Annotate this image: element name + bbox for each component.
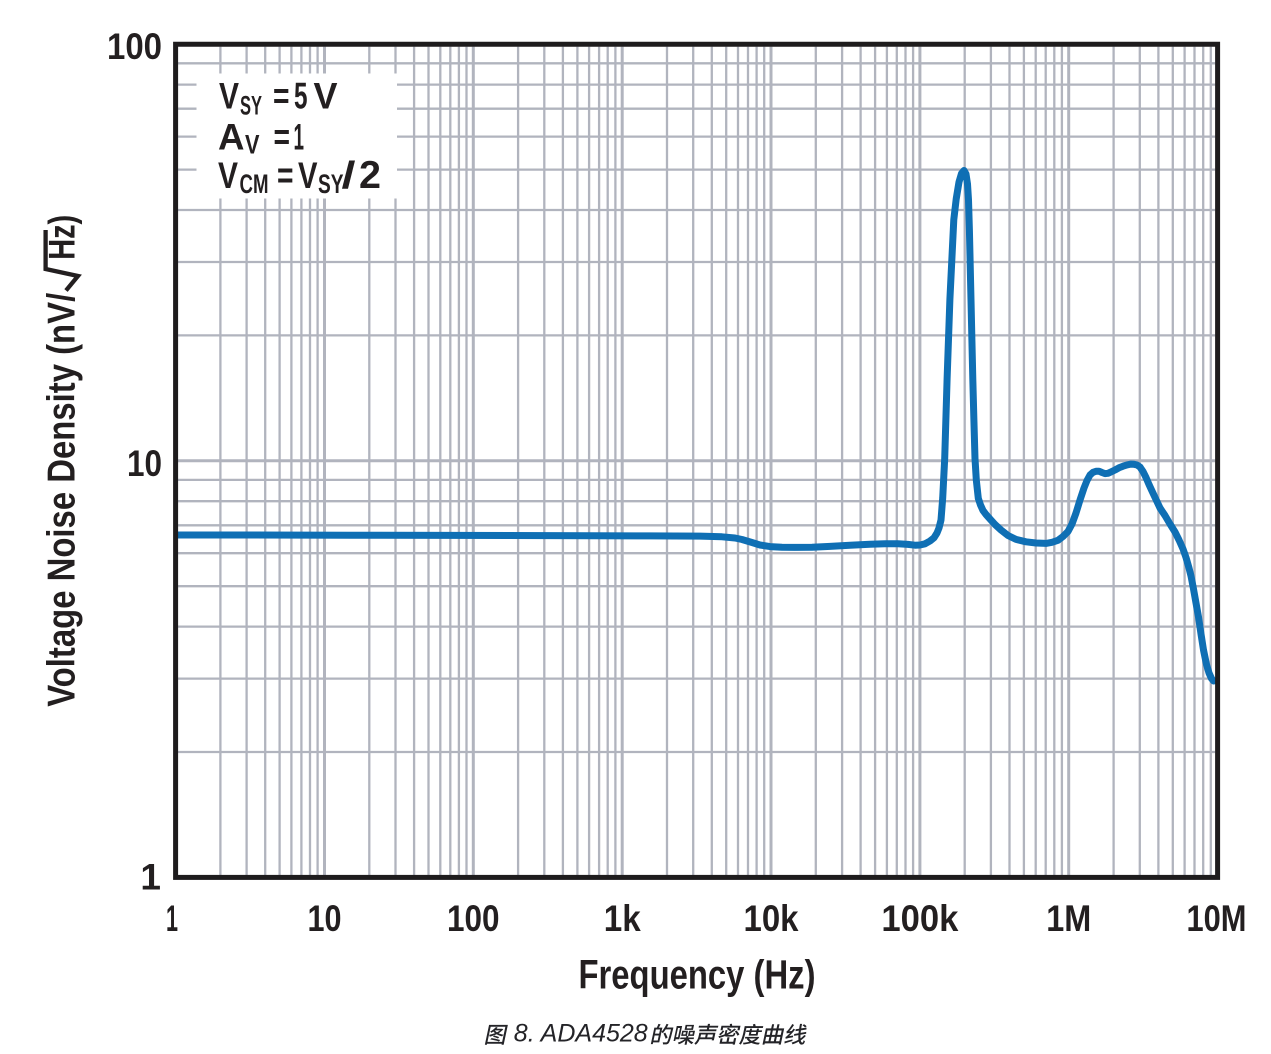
svg-text:1: 1 (294, 117, 305, 158)
svg-text:SY: SY (318, 169, 344, 199)
svg-text:V: V (298, 155, 318, 196)
svg-text:100: 100 (107, 26, 162, 67)
svg-text:10k: 10k (744, 898, 799, 939)
svg-text:1k: 1k (604, 898, 641, 939)
svg-text:8. ADA4528: 8. ADA4528 (514, 1020, 648, 1048)
svg-text:10M: 10M (1187, 898, 1247, 939)
svg-text:V: V (218, 155, 238, 196)
svg-text:1M: 1M (1046, 898, 1091, 939)
svg-text:100: 100 (447, 898, 500, 939)
svg-text:1: 1 (140, 857, 161, 898)
svg-text:1: 1 (166, 898, 178, 939)
svg-text:CM: CM (240, 169, 269, 199)
svg-text:/: / (342, 155, 357, 197)
svg-text:A: A (218, 117, 245, 158)
svg-text:V: V (314, 76, 338, 117)
svg-text:100k: 100k (881, 898, 958, 939)
svg-text:10: 10 (308, 898, 342, 939)
svg-text:2: 2 (359, 154, 381, 197)
svg-text:=: = (274, 117, 291, 158)
svg-text:V: V (245, 130, 260, 160)
svg-text:5: 5 (294, 76, 308, 117)
svg-text:10: 10 (127, 443, 162, 484)
svg-text:=: = (277, 155, 294, 196)
svg-text:Frequency (Hz): Frequency (Hz) (579, 952, 816, 998)
svg-text:V: V (219, 76, 239, 117)
svg-text:Voltage Noise Density (nV/: Voltage Noise Density (nV/ (41, 293, 84, 707)
svg-text:SY: SY (240, 91, 262, 121)
svg-text:Hz): Hz) (42, 215, 83, 260)
svg-text:=: = (273, 76, 290, 117)
